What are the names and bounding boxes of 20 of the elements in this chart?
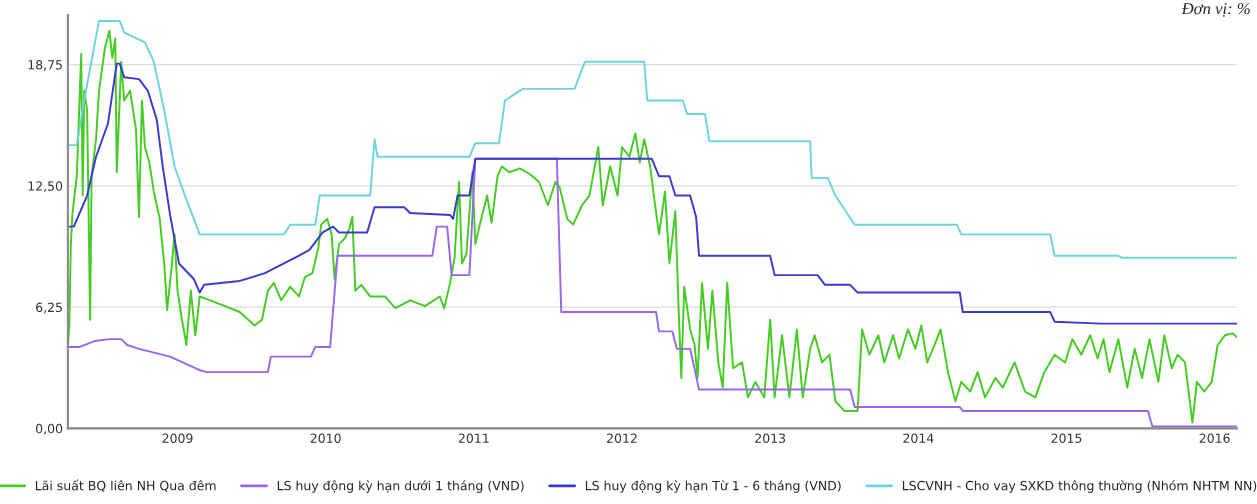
x-tick-label: 2012 bbox=[607, 433, 637, 443]
line-series bbox=[67, 19, 1237, 259]
x-tick-label: 2014 bbox=[903, 433, 934, 443]
x-tick-label: 2011 bbox=[458, 433, 489, 443]
line-series bbox=[67, 29, 1237, 424]
x-tick-label: 2015 bbox=[1051, 433, 1082, 443]
y-tick-label: 12,50 bbox=[28, 181, 63, 193]
y-tick-label: 0,00 bbox=[36, 423, 63, 435]
y-tick-label: 18,75 bbox=[28, 60, 62, 71]
legend-label: LS huy động kỳ hạn Từ 1 - 6 tháng (VND) bbox=[585, 480, 841, 493]
x-tick-label: 2013 bbox=[755, 433, 786, 443]
legend-label: Lãi suất BQ liên NH Qua đêm bbox=[35, 479, 216, 492]
x-tick-label: 2010 bbox=[310, 433, 341, 443]
legend-label: LS huy động kỳ hạn dưới 1 tháng (VND) bbox=[277, 480, 524, 493]
y-tick-label: 6,25 bbox=[36, 302, 62, 314]
line-series bbox=[67, 62, 1237, 325]
annotation: Đơn vị: % bbox=[1181, 3, 1250, 17]
x-tick-label: 2009 bbox=[162, 433, 193, 443]
legend-label: LSCVNH - Cho vay SXKD thông thường (Nhóm NHTM NN) bbox=[902, 480, 1257, 493]
x-tick-label: 2016 bbox=[1199, 433, 1230, 443]
